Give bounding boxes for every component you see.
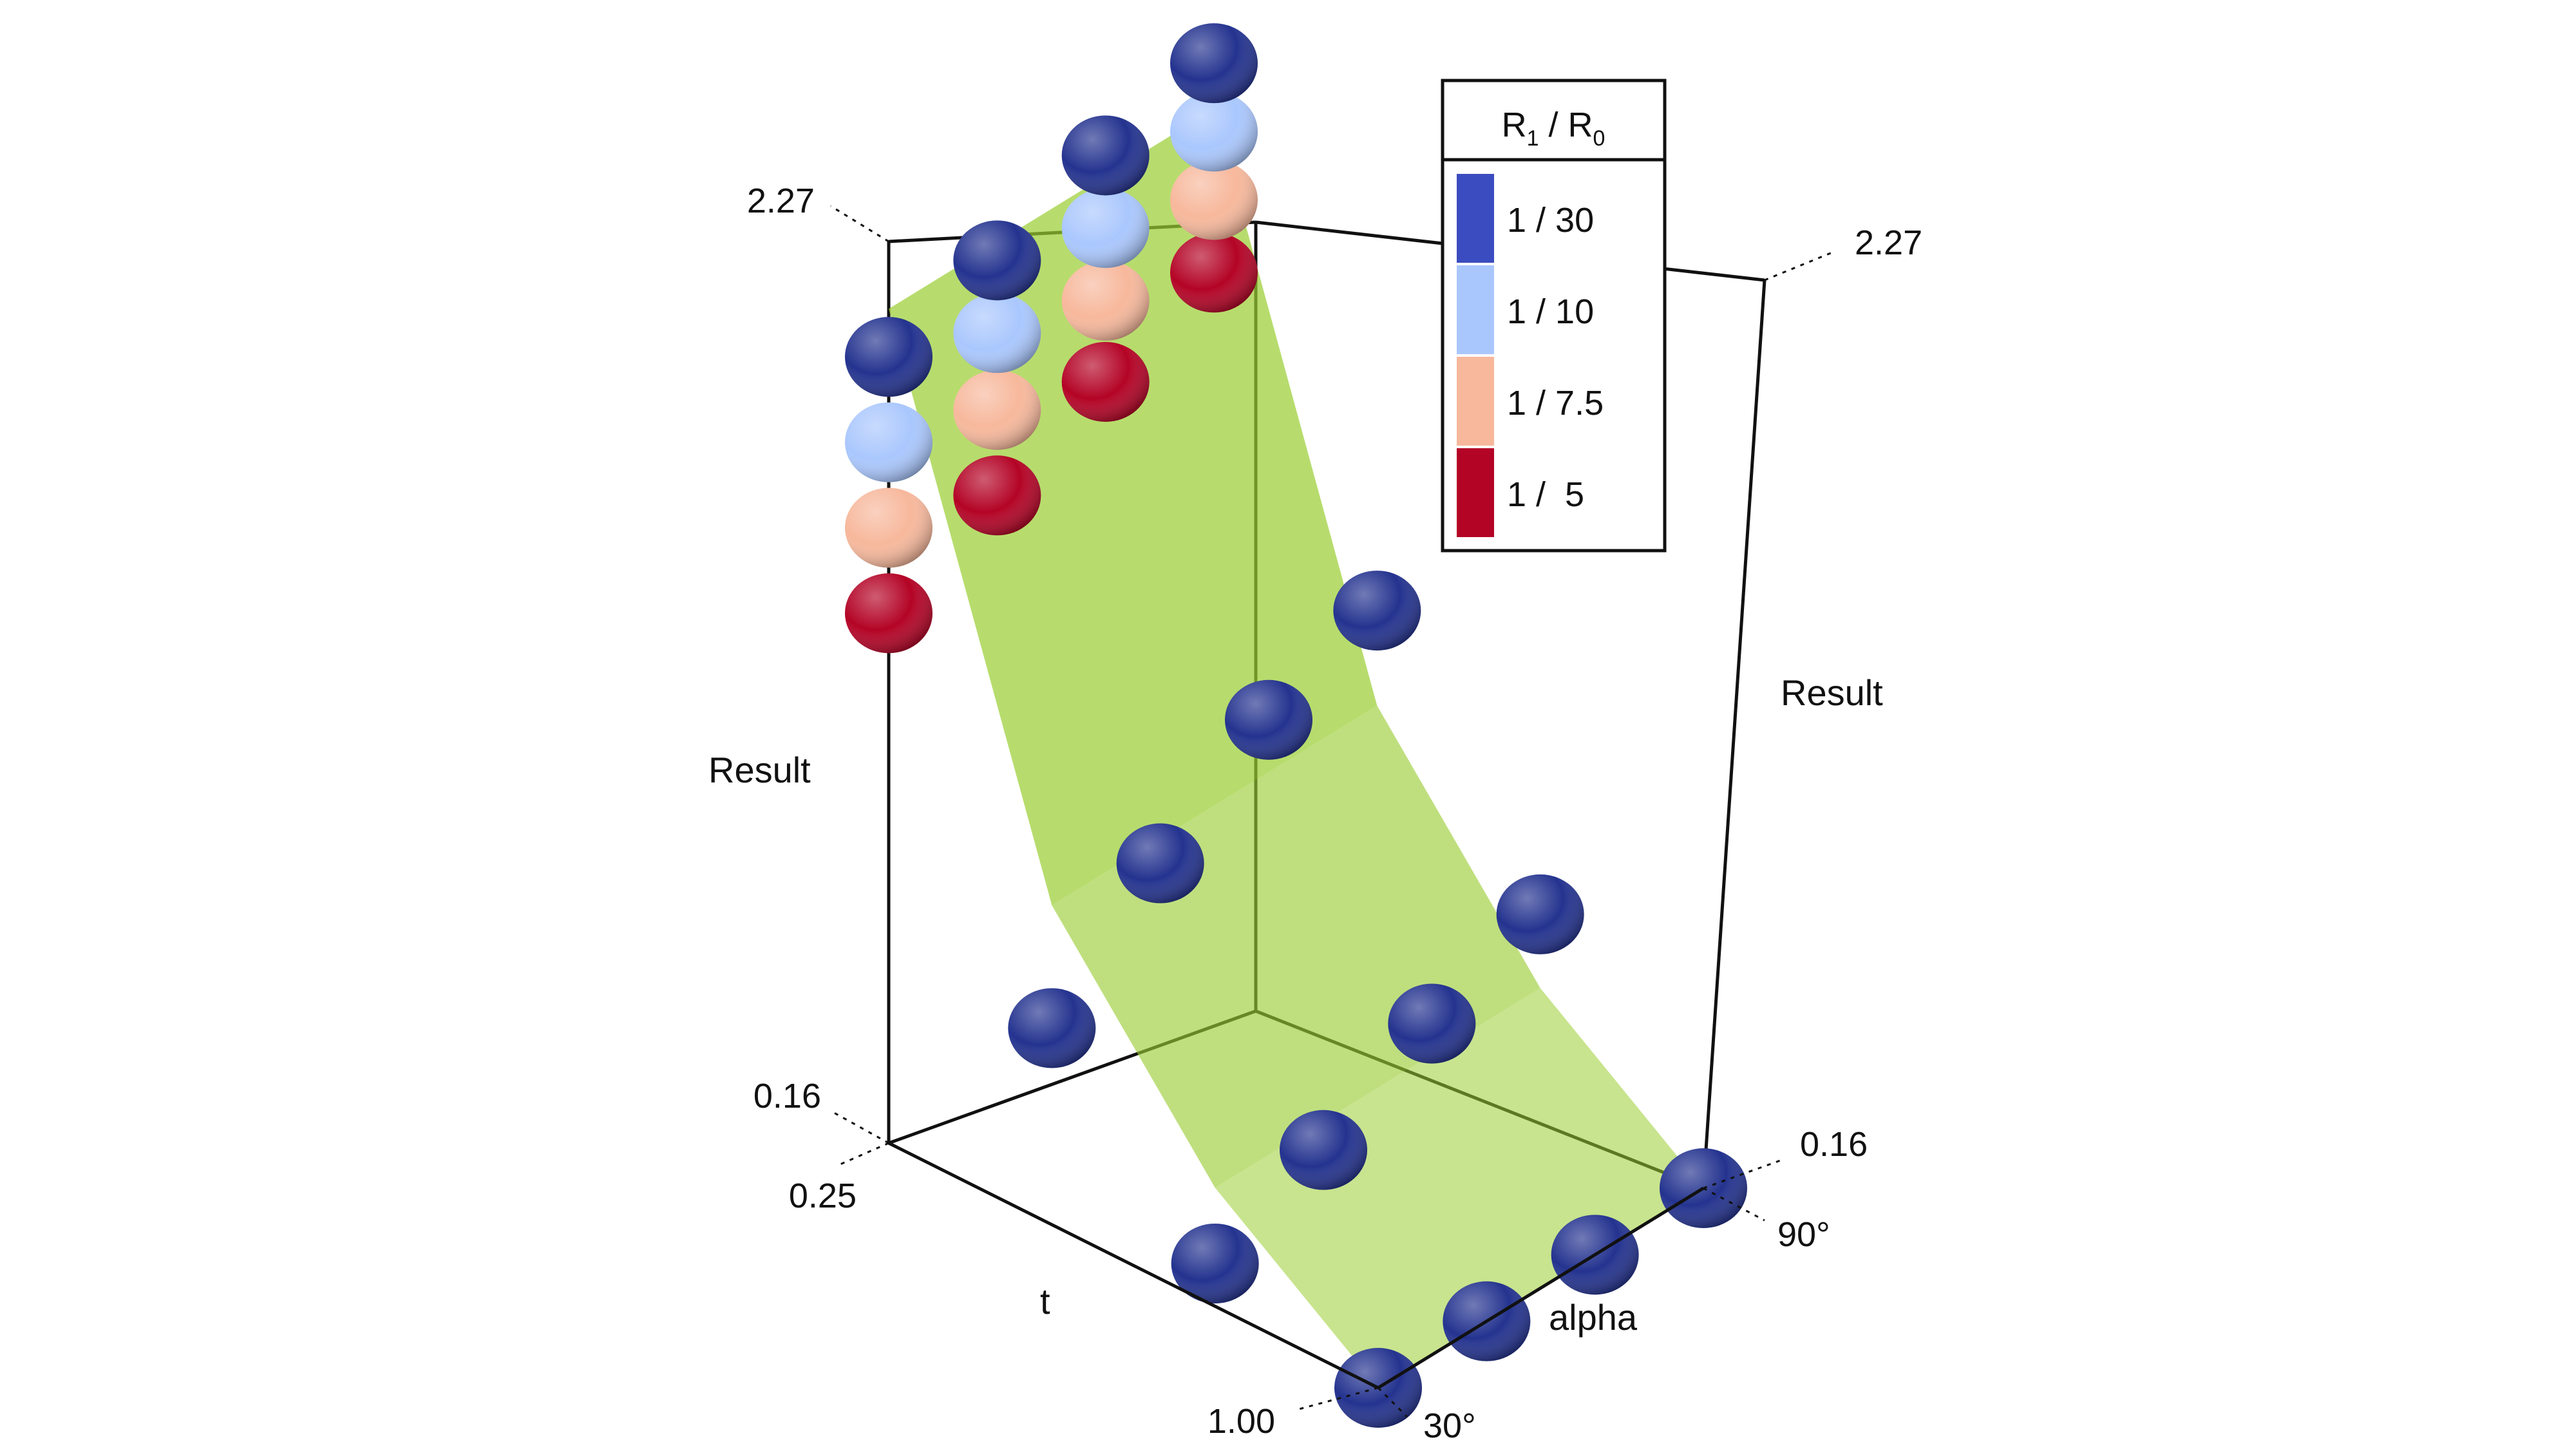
data-point-sphere — [1170, 23, 1258, 104]
data-point-sphere — [1225, 679, 1312, 760]
data-point-sphere — [845, 317, 933, 397]
surface-strip — [1215, 988, 1703, 1388]
data-points — [845, 23, 1747, 1428]
legend-entry: 1 / 10 — [1457, 265, 1594, 354]
tick-leader-alpha-min — [1377, 1387, 1408, 1418]
tick-leaders — [830, 205, 1836, 1418]
data-point-shading — [1170, 232, 1258, 313]
data-point-shading — [1170, 91, 1258, 172]
tick-leader-result-max-right — [1764, 250, 1836, 281]
box-right-vertical-edge — [1701, 279, 1766, 1189]
data-point-sphere — [1496, 874, 1584, 954]
result-tick-min-right: 0.16 — [1800, 1125, 1868, 1164]
result-tick-max-left: 2.27 — [747, 182, 815, 220]
tick-leader-result-min-left — [830, 1110, 889, 1144]
data-point-sphere — [953, 293, 1041, 374]
data-point-shading — [953, 370, 1041, 450]
t-tick-max: 1.00 — [1208, 1402, 1275, 1441]
legend: R1 / R0 1 / 30 1 / 10 1 / 7.5 1 / 5 — [1441, 79, 1667, 553]
data-point-sphere — [953, 455, 1041, 536]
legend-title: R1 / R0 — [1502, 106, 1605, 151]
t-axis-line — [887, 1141, 1379, 1390]
data-point-shading — [1061, 260, 1150, 341]
data-point-shading — [1116, 823, 1204, 904]
surface-strip — [1052, 705, 1540, 1188]
data-point-sphere — [1170, 232, 1258, 313]
data-point-shading — [1496, 874, 1584, 954]
tick-leader-result-max-left — [830, 205, 889, 243]
tick-leader-result-min-right — [1703, 1158, 1785, 1189]
legend-entry: 1 / 5 — [1457, 448, 1584, 537]
data-point-sphere — [1388, 983, 1476, 1064]
data-point-sphere — [1061, 115, 1150, 196]
data-point-shading — [845, 573, 933, 654]
data-point-shading — [845, 488, 933, 568]
data-point-shading — [845, 402, 933, 482]
legend-title-r: R — [1502, 106, 1527, 144]
result-tick-min-left: 0.16 — [753, 1077, 821, 1115]
data-point-shading — [1061, 115, 1150, 196]
data-point-shading — [953, 220, 1041, 301]
axis-box-front — [887, 1141, 1705, 1390]
legend-label: 1 / 30 — [1507, 201, 1594, 240]
legend-entries: 1 / 30 1 / 10 1 / 7.5 1 / 5 — [1457, 174, 1604, 537]
legend-swatch — [1457, 265, 1494, 354]
alpha-axis-title: alpha — [1549, 1297, 1638, 1338]
alpha-axis-line — [1377, 1186, 1705, 1390]
tick-leader-alpha-max — [1703, 1187, 1765, 1222]
data-point-shading — [1388, 983, 1476, 1064]
data-point-shading — [1171, 1223, 1259, 1303]
data-point-sphere — [1116, 823, 1204, 904]
legend-swatch — [1457, 357, 1494, 446]
data-point-shading — [1061, 341, 1150, 422]
axis-titles: Result Result t alpha — [708, 672, 1883, 1338]
legend-swatch — [1457, 174, 1494, 263]
data-point-shading — [1008, 988, 1096, 1068]
data-point-sphere — [1061, 341, 1150, 422]
legend-entry: 1 / 7.5 — [1457, 357, 1604, 446]
data-point-shading — [1225, 679, 1312, 760]
y-axis-title-right: Result — [1781, 672, 1883, 713]
legend-label: 1 / 7.5 — [1507, 384, 1604, 422]
alpha-tick-max: 90° — [1777, 1215, 1830, 1254]
data-point-sphere — [1170, 91, 1258, 172]
data-point-sphere — [953, 370, 1041, 450]
alpha-tick-min: 30° — [1423, 1406, 1476, 1445]
data-point-shading — [1280, 1110, 1367, 1190]
t-tick-min: 0.25 — [789, 1177, 857, 1215]
legend-label: 1 / 10 — [1507, 292, 1594, 331]
legend-title-sub1: 1 — [1527, 126, 1539, 151]
data-point-sphere — [953, 220, 1041, 301]
tick-labels: 2.27 0.16 0.25 1.00 30° 0.16 90° 2.27 — [747, 182, 1922, 1445]
data-point-shading — [1061, 188, 1150, 269]
data-point-shading — [953, 293, 1041, 374]
data-point-shading — [1170, 23, 1258, 104]
y-axis-title-left: Result — [708, 750, 811, 790]
legend-entry: 1 / 30 — [1457, 174, 1594, 263]
data-point-sphere — [1170, 160, 1258, 240]
data-point-sphere — [845, 573, 933, 654]
data-point-sphere — [845, 488, 933, 568]
data-point-shading — [953, 455, 1041, 536]
data-point-sphere — [1061, 260, 1150, 341]
data-point-shading — [845, 317, 933, 397]
legend-title-sub0: 0 — [1593, 126, 1605, 151]
data-point-sphere — [1171, 1223, 1259, 1303]
tick-leader-t-min — [837, 1142, 889, 1167]
data-point-sphere — [1333, 571, 1421, 651]
legend-label: 1 / 5 — [1507, 475, 1584, 514]
data-point-sphere — [1280, 1110, 1367, 1190]
data-point-sphere — [1008, 988, 1096, 1068]
t-axis-title: t — [1040, 1281, 1050, 1321]
data-point-shading — [1170, 160, 1258, 240]
result-tick-max-right: 2.27 — [1855, 223, 1922, 262]
data-point-sphere — [845, 402, 933, 482]
legend-swatch — [1457, 448, 1494, 537]
data-point-shading — [1333, 571, 1421, 651]
data-point-sphere — [1061, 188, 1150, 269]
legend-title-sep: / R — [1539, 106, 1593, 144]
